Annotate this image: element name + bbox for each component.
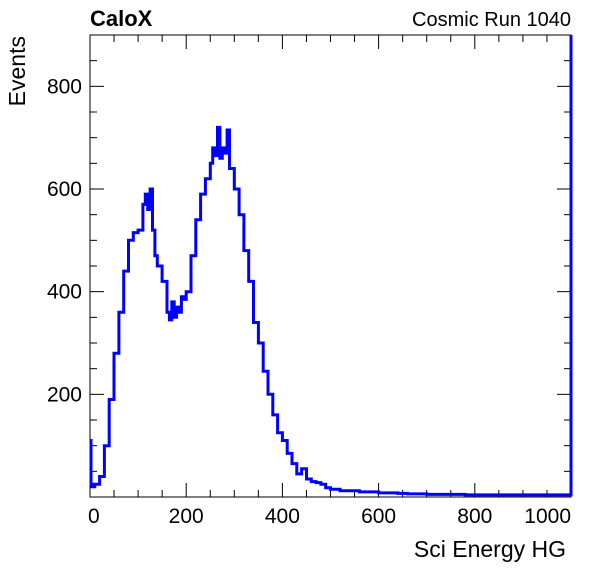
x-tick-label: 200 [169, 505, 204, 528]
x-tick-label: 0 [88, 505, 100, 528]
y-tick-label: 600 [47, 178, 82, 201]
y-axis-title: Events [4, 36, 30, 106]
y-tick-label: 400 [47, 281, 82, 304]
x-axis: 0 200 400 600 800 1000 [88, 35, 572, 528]
y-tick-label: 200 [47, 383, 82, 406]
x-tick-label: 400 [265, 505, 300, 528]
chart-title: CaloX [90, 6, 153, 31]
chart-subtitle: Cosmic Run 1040 [412, 9, 571, 31]
series-layer [89, 35, 573, 497]
x-tick-label: 600 [361, 505, 396, 528]
y-axis: 200 400 600 800 [47, 34, 571, 472]
x-tick-label: 1000 [524, 505, 571, 528]
x-tick-label: 800 [457, 505, 492, 528]
series-line [89, 35, 573, 497]
y-tick-label: 800 [47, 75, 82, 98]
x-axis-title: Sci Energy HG [414, 536, 566, 562]
